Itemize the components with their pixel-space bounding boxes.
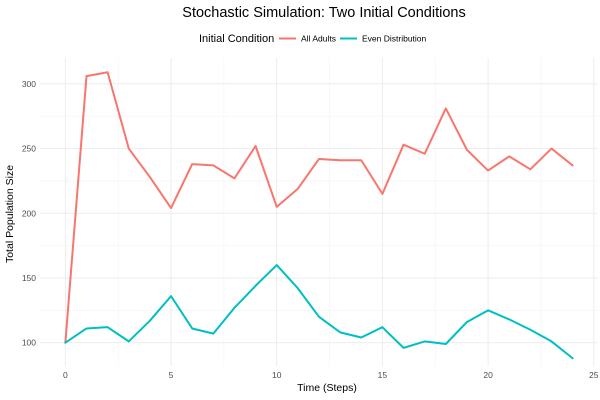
- x-tick-label: 20: [483, 370, 493, 380]
- y-tick-label: 100: [22, 338, 36, 348]
- grid: [40, 58, 598, 366]
- y-axis-ticks: 100 150 200 250 300: [22, 79, 36, 348]
- legend: Initial Condition All Adults Even Distrib…: [199, 33, 427, 45]
- x-tick-label: 25: [589, 370, 599, 380]
- x-tick-label: 0: [63, 370, 68, 380]
- y-tick-label: 200: [22, 208, 36, 218]
- legend-label: Even Distribution: [362, 34, 427, 44]
- legend-title: Initial Condition: [199, 33, 274, 45]
- x-tick-label: 10: [272, 370, 282, 380]
- chart-title: Stochastic Simulation: Two Initial Condi…: [182, 5, 465, 21]
- legend-label: All Adults: [301, 34, 336, 44]
- y-tick-label: 150: [22, 273, 36, 283]
- x-axis-title: Time (Steps): [297, 382, 357, 394]
- y-tick-label: 300: [22, 79, 36, 89]
- x-axis-ticks: 0 5 10 15 20 25: [63, 370, 599, 380]
- plot-area: [40, 58, 598, 366]
- series: [64, 71, 574, 360]
- y-axis-title: Total Population Size: [4, 165, 16, 263]
- series-line-1: [64, 71, 574, 344]
- y-tick-label: 250: [22, 144, 36, 154]
- x-tick-label: 5: [169, 370, 174, 380]
- x-tick-label: 15: [378, 370, 388, 380]
- series-line-2: [64, 264, 574, 360]
